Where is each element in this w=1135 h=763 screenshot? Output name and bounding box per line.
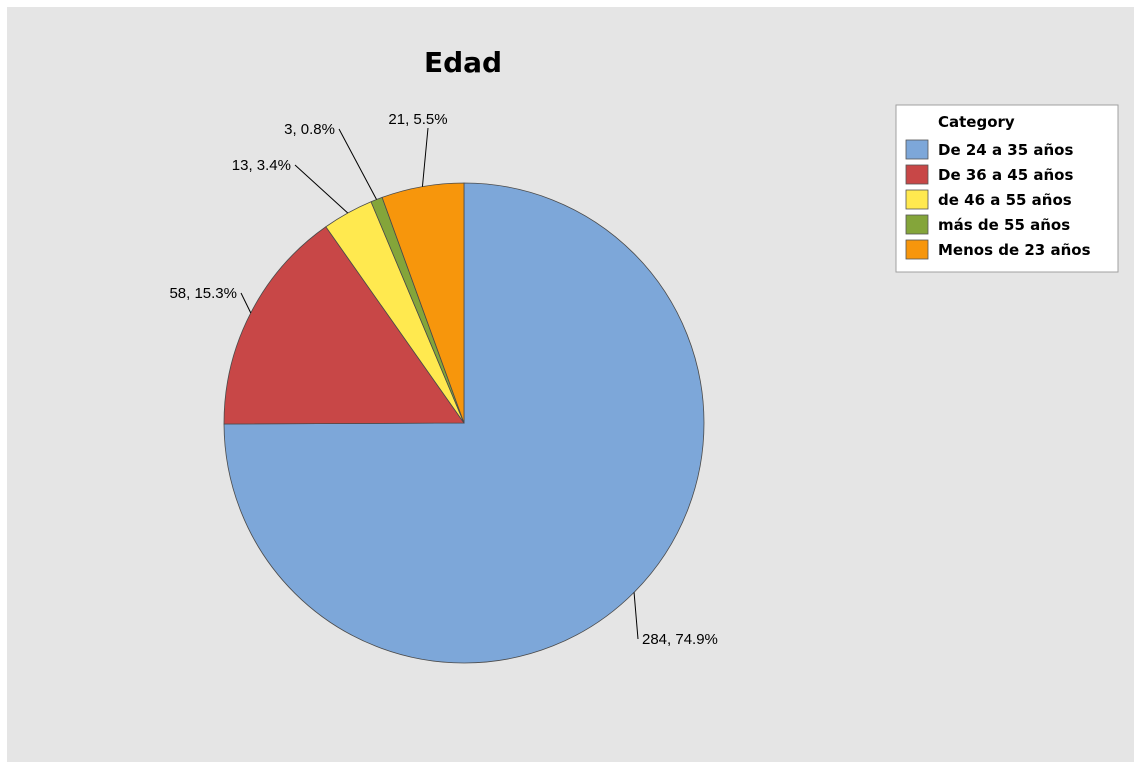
legend: Category De 24 a 35 años De 36 a 45 años d… (895, 104, 1119, 273)
slice-labels: 284, 74.9% 58, 15.3% 13, 3.4% 3, 0.8% 21, 5.… (169, 111, 717, 648)
leader-line-1 (633, 592, 639, 640)
legend-label-1: De 24 a 35 años (938, 141, 1073, 159)
leader-line-3 (294, 164, 349, 214)
slice-label-4: 3, 0.8% (284, 121, 335, 138)
slice-label-1: 284, 74.9% (642, 631, 718, 648)
legend-swatch-3 (905, 189, 929, 210)
legend-label-5: Menos de 23 años (938, 241, 1091, 259)
leader-lines (240, 127, 639, 640)
legend-title: Category (938, 113, 1015, 131)
legend-swatch-5 (905, 239, 929, 260)
slice-label-2: 58, 15.3% (169, 285, 237, 302)
leader-line-5 (421, 127, 429, 187)
slice-label-5: 21, 5.5% (388, 111, 447, 128)
pie-slice-5 (381, 182, 465, 424)
pie-slice-2 (223, 226, 465, 425)
legend-box (895, 104, 1119, 273)
slice-label-3: 13, 3.4% (232, 157, 291, 174)
legend-label-2: De 36 a 45 años (938, 166, 1073, 184)
leader-line-2 (240, 292, 252, 314)
chart-title: Edad (424, 46, 502, 79)
legend-swatch-1 (905, 139, 929, 160)
legend-swatch-2 (905, 164, 929, 185)
legend-items: De 24 a 35 años De 36 a 45 años de 46 a 55… (905, 139, 1091, 260)
legend-label-3: de 46 a 55 años (938, 191, 1072, 209)
pie-slice-1 (223, 182, 705, 664)
pie-slices (223, 182, 705, 664)
leader-line-4 (338, 128, 377, 200)
legend-label-4: más de 55 años (938, 216, 1070, 234)
legend-swatch-4 (905, 214, 929, 235)
